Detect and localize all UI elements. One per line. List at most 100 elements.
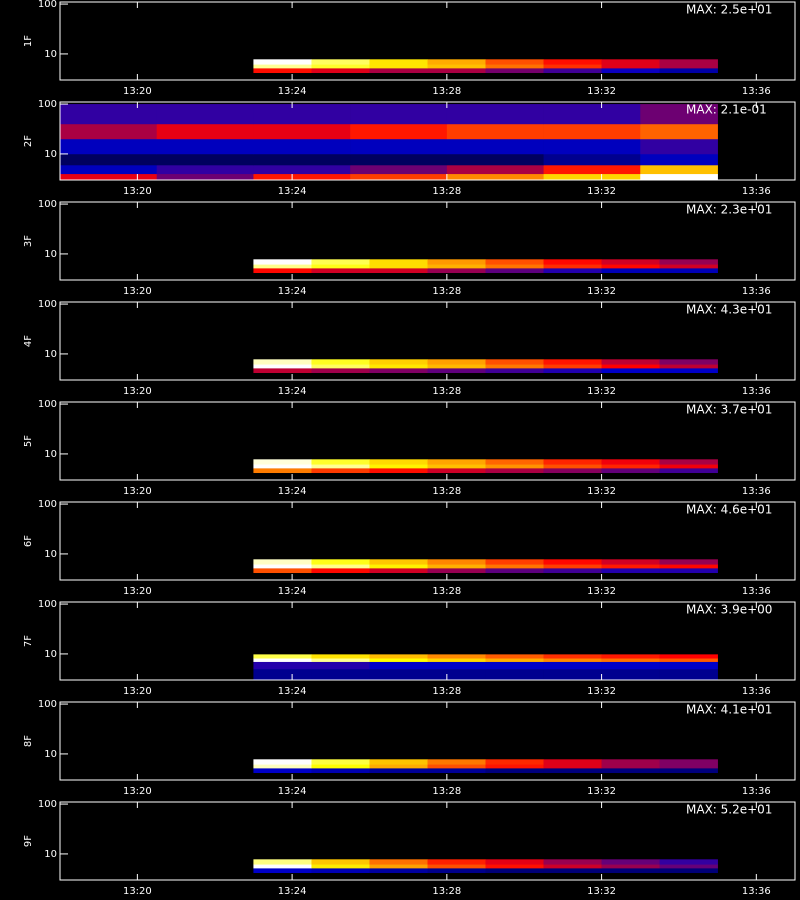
heat-cell	[369, 459, 428, 465]
heat-cell	[601, 654, 660, 659]
heat-cell	[601, 658, 660, 662]
y-axis-label: 8F	[23, 735, 34, 747]
max-annotation: MAX: 2.5e+01	[686, 3, 772, 17]
heat-cell	[485, 459, 544, 465]
heat-cell	[659, 568, 718, 574]
heat-cell	[350, 164, 448, 175]
y-tick-label: 10	[44, 449, 57, 460]
heat-cell	[369, 661, 428, 670]
heat-cell	[369, 468, 428, 474]
heat-cell	[311, 468, 370, 474]
heat-cell	[640, 173, 718, 181]
heat-cell	[311, 464, 370, 469]
heat-cell	[253, 173, 351, 181]
heat-cell	[659, 64, 718, 69]
heat-cell	[369, 668, 428, 681]
x-tick-label: 13:20	[123, 486, 152, 497]
heat-cell	[253, 658, 312, 662]
heat-cell	[253, 459, 312, 465]
max-annotation: MAX: 4.1e+01	[686, 703, 772, 717]
heat-cell	[427, 264, 486, 269]
max-annotation: MAX: 5.2e+01	[686, 803, 772, 817]
heat-cell	[253, 468, 312, 474]
plot-frame	[59, 401, 796, 481]
x-tick-label: 13:32	[587, 586, 616, 597]
plot-frame	[59, 801, 796, 881]
y-tick-label: 10	[44, 849, 57, 860]
heat-cell	[369, 759, 428, 765]
heat-cell	[311, 768, 370, 774]
x-tick-label: 13:20	[123, 86, 152, 97]
heat-cell	[60, 164, 158, 175]
heat-cell	[601, 868, 660, 874]
plot-frame	[59, 1, 796, 81]
heat-cell	[659, 459, 718, 465]
heat-cell	[369, 764, 428, 769]
heat-cell	[601, 464, 660, 469]
heat-cell	[543, 464, 602, 469]
heat-cell	[543, 868, 602, 874]
heat-cell	[601, 359, 660, 365]
heat-cell	[311, 658, 370, 662]
heat-cell	[659, 59, 718, 65]
heat-cell	[60, 138, 158, 155]
plot-frame	[59, 501, 796, 581]
heat-cell	[543, 264, 602, 269]
heat-cell	[369, 264, 428, 269]
heat-cell	[369, 68, 428, 74]
x-tick-label: 13:20	[123, 886, 152, 897]
heat-cell	[350, 153, 448, 166]
x-tick-label: 13:36	[742, 186, 771, 197]
plot-frame	[59, 301, 796, 381]
heat-cell	[369, 368, 428, 374]
heat-cell	[446, 173, 544, 181]
heat-cell	[156, 104, 254, 125]
heat-cell	[60, 153, 158, 166]
heat-cell	[446, 123, 544, 140]
heat-cell	[427, 468, 486, 474]
x-tick-label: 13:28	[432, 186, 461, 197]
x-tick-label: 13:36	[742, 686, 771, 697]
y-axis-label: 1F	[23, 35, 34, 47]
x-tick-label: 13:32	[587, 86, 616, 97]
heat-cell	[369, 59, 428, 65]
x-tick-label: 13:32	[587, 186, 616, 197]
heat-cell	[427, 661, 486, 670]
heat-cell	[369, 564, 428, 569]
heat-cell	[427, 864, 486, 869]
heat-cell	[427, 568, 486, 574]
heat-cell	[485, 468, 544, 474]
y-tick-label: 10	[44, 49, 57, 60]
heat-cell	[601, 368, 660, 374]
heat-cell	[601, 268, 660, 274]
heat-cell	[253, 654, 312, 659]
heat-cell	[640, 138, 718, 155]
heat-cell	[253, 359, 312, 365]
max-annotation: MAX: 3.9e+00	[686, 603, 772, 617]
heat-cell	[369, 559, 428, 565]
heat-cell	[543, 559, 602, 565]
x-tick-label: 13:20	[123, 586, 152, 597]
heat-cell	[369, 658, 428, 662]
heat-cell	[311, 668, 370, 681]
heat-cell	[485, 868, 544, 874]
y-tick-label: 100	[38, 0, 57, 10]
heat-cell	[253, 564, 312, 569]
heat-cell	[485, 668, 544, 681]
y-tick-label: 100	[38, 799, 57, 810]
heat-cell	[485, 268, 544, 274]
heat-cell	[659, 364, 718, 369]
heat-cell	[253, 259, 312, 265]
heat-cell	[253, 59, 312, 65]
heat-cell	[60, 104, 158, 125]
heat-cell	[659, 859, 718, 865]
heat-cell	[427, 564, 486, 569]
heat-cell	[659, 564, 718, 569]
heat-cell	[253, 104, 351, 125]
heat-cell	[485, 568, 544, 574]
y-tick-label: 100	[38, 199, 57, 210]
heat-cell	[659, 359, 718, 365]
heat-cell	[485, 864, 544, 869]
heat-cell	[156, 123, 254, 140]
x-tick-label: 13:24	[278, 886, 307, 897]
